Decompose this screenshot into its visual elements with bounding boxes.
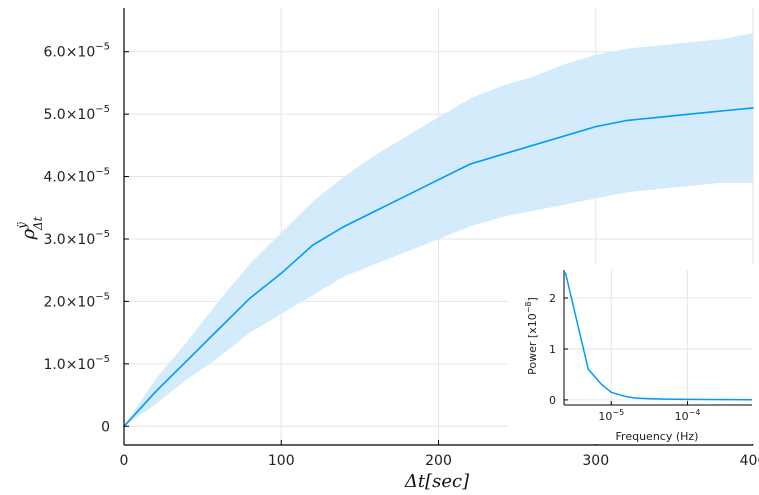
data-point (500, 153, 503, 156)
data-point (594, 125, 597, 128)
data-point (752, 107, 754, 109)
data-point (437, 178, 440, 181)
x-tick-label: 400 (740, 453, 759, 469)
data-point (217, 328, 220, 331)
data-point (626, 119, 628, 122)
x-axis-title: Δt[sec] (404, 471, 470, 492)
data-point (154, 391, 157, 393)
inset-x-tick-label: 10−5 (598, 408, 624, 423)
y-tick-label: 5.0×10−5 (43, 104, 110, 123)
y-tick-label: 4.0×10−5 (43, 167, 110, 186)
data-point (374, 210, 377, 212)
data-point (406, 194, 408, 197)
data-point (689, 113, 691, 115)
y-axis-title: ρÿ Δt (15, 216, 45, 240)
y-tick-label: 6.0×10−5 (43, 42, 110, 61)
svg-text:Power [x10−8]: Power [x10−8] (524, 297, 539, 375)
y-tick-label: 3.0×10−5 (43, 229, 110, 248)
data-point (563, 135, 566, 137)
inset-polyline (564, 272, 753, 401)
inset-x-tick-label: 10−4 (675, 408, 701, 423)
inset-y-tick-label: 1 (549, 343, 556, 356)
data-point (249, 297, 251, 300)
y-tick-labels: 0 1.0×10−5 2.0×10−5 3.0×10−5 4.0×10−5 5.0×10−… (43, 42, 129, 435)
inset-spectrum-plot: 10−5 10−4 0 1 2 Frequency (Hz) Power [x10−8… (508, 264, 759, 444)
inset-y-axis-title: Power [x10−8] (524, 297, 539, 375)
data-point (343, 225, 345, 228)
band-area (124, 33, 753, 427)
inset-axes (563, 270, 752, 406)
x-tick-label: 300 (582, 453, 609, 469)
data-point (720, 110, 723, 112)
x-tick-label: 0 (120, 453, 129, 469)
inset-background (508, 264, 759, 444)
x-tick-label: 100 (268, 453, 295, 469)
inset-series-line (564, 272, 753, 401)
inset-x-tick-labels: 10−5 10−4 (598, 401, 700, 423)
inset-y-tick-labels: 0 1 2 (549, 292, 568, 407)
inset-x-axis-title: Frequency (Hz) (616, 430, 699, 443)
confidence-band (124, 33, 753, 427)
data-point (532, 144, 534, 147)
inset-y-tick-label: 0 (549, 394, 556, 407)
data-point (280, 272, 283, 275)
data-point (657, 116, 660, 119)
data-point (186, 359, 188, 362)
y-tick-label: 0 (101, 419, 110, 435)
inset-y-tick-label: 2 (549, 292, 556, 305)
data-point (469, 163, 471, 165)
data-point (311, 244, 314, 247)
y-tick-label: 1.0×10−5 (43, 354, 110, 373)
y-tick-label: 2.0×10−5 (43, 291, 110, 310)
x-tick-labels: 0 100 200 300 400 (120, 440, 759, 469)
x-tick-label: 200 (425, 453, 452, 469)
